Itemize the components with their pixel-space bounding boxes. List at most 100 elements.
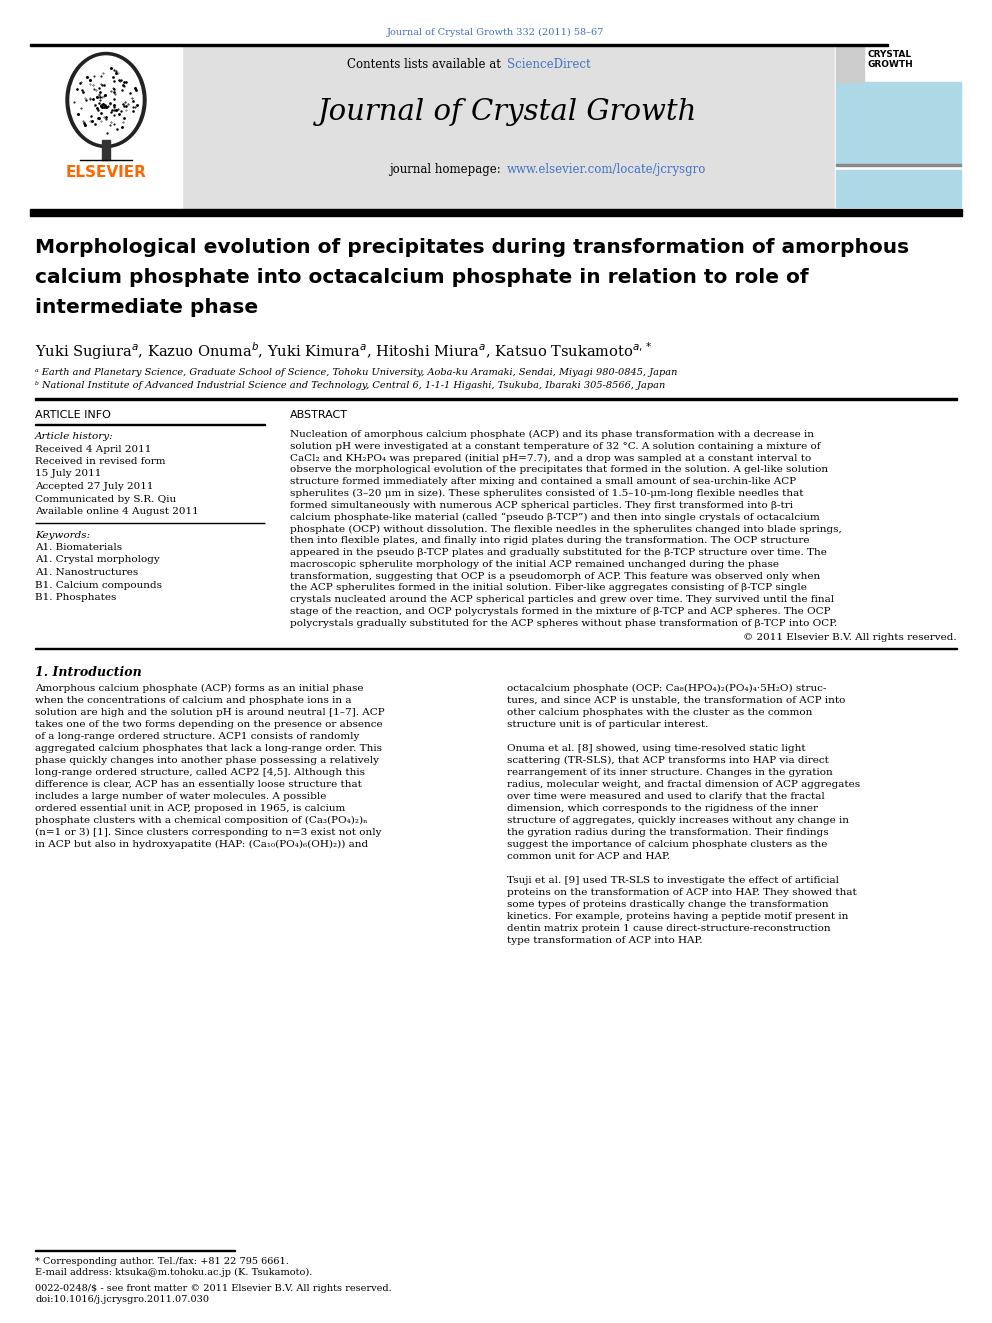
Bar [35, 398, 957, 400]
Text: then into flexible plates, and finally into rigid plates during the transformati: then into flexible plates, and finally i… [290, 536, 809, 545]
Bar [30, 46, 182, 209]
Text: spherulites (3–20 μm in size). These spherulites consisted of 1.5–10-μm-long fle: spherulites (3–20 μm in size). These sph… [290, 490, 804, 499]
Text: Received 4 April 2011: Received 4 April 2011 [35, 445, 152, 454]
Text: B1. Phosphates: B1. Phosphates [35, 593, 116, 602]
Text: (n=1 or 3) [1]. Since clusters corresponding to n=3 exist not only: (n=1 or 3) [1]. Since clusters correspon… [35, 828, 382, 836]
Bar [30, 209, 962, 216]
Text: Onuma et al. [8] showed, using time-resolved static light: Onuma et al. [8] showed, using time-reso… [507, 744, 806, 753]
Text: Journal of Crystal Growth: Journal of Crystal Growth [318, 98, 697, 126]
Text: octacalcium phosphate (OCP: Ca₈(HPO₄)₂(PO₄)₄·5H₂O) struc-: octacalcium phosphate (OCP: Ca₈(HPO₄)₂(P… [507, 684, 826, 693]
Text: phase quickly changes into another phase possessing a relatively: phase quickly changes into another phase… [35, 755, 379, 765]
Text: doi:10.1016/j.jcrysgro.2011.07.030: doi:10.1016/j.jcrysgro.2011.07.030 [35, 1295, 209, 1304]
Text: rearrangement of its inner structure. Changes in the gyration: rearrangement of its inner structure. Ch… [507, 767, 832, 777]
Text: in ACP but also in hydroxyapatite (HAP: (Ca₁₀(PO₄)₆(OH)₂)) and: in ACP but also in hydroxyapatite (HAP: … [35, 840, 368, 849]
Text: A1. Crystal morphology: A1. Crystal morphology [35, 556, 160, 565]
Text: long-range ordered structure, called ACP2 [4,5]. Although this: long-range ordered structure, called ACP… [35, 767, 365, 777]
Text: the gyration radius during the transformation. Their findings: the gyration radius during the transform… [507, 828, 828, 836]
Text: ordered essential unit in ACP, proposed in 1965, is calcium: ordered essential unit in ACP, proposed … [35, 803, 345, 812]
Text: E-mail address: ktsuka@m.tohoku.ac.jp (K. Tsukamoto).: E-mail address: ktsuka@m.tohoku.ac.jp (K… [35, 1267, 312, 1277]
Text: Journal of Crystal Growth 332 (2011) 58–67: Journal of Crystal Growth 332 (2011) 58–… [387, 28, 605, 37]
Text: structure formed immediately after mixing and contained a small amount of sea-ur: structure formed immediately after mixin… [290, 478, 797, 486]
Text: transformation, suggesting that OCP is a pseudomorph of ACP. This feature was ob: transformation, suggesting that OCP is a… [290, 572, 820, 581]
Text: Received in revised form: Received in revised form [35, 456, 166, 466]
Text: Contents lists available at: Contents lists available at [347, 58, 505, 71]
Text: www.elsevier.com/locate/jcrysgro: www.elsevier.com/locate/jcrysgro [507, 163, 706, 176]
Text: CaCl₂ and KH₂PO₄ was prepared (initial pH=7.7), and a drop was sampled at a cons: CaCl₂ and KH₂PO₄ was prepared (initial p… [290, 454, 811, 463]
Text: Morphological evolution of precipitates during transformation of amorphous: Morphological evolution of precipitates … [35, 238, 909, 257]
Ellipse shape [66, 53, 146, 147]
Bar [836, 82, 961, 164]
Text: dentin matrix protein 1 cause direct-structure-reconstruction: dentin matrix protein 1 cause direct-str… [507, 923, 830, 933]
Text: Article history:: Article history: [35, 433, 114, 441]
Text: © 2011 Elsevier B.V. All rights reserved.: © 2011 Elsevier B.V. All rights reserved… [743, 632, 957, 642]
Text: * Corresponding author. Tel./fax: +81 22 795 6661.: * Corresponding author. Tel./fax: +81 22… [35, 1257, 289, 1266]
Text: the ACP spherulites formed in the initial solution. Fiber-like aggregates consis: the ACP spherulites formed in the initia… [290, 583, 806, 593]
Text: radius, molecular weight, and fractal dimension of ACP aggregates: radius, molecular weight, and fractal di… [507, 779, 860, 789]
Text: 0022-0248/$ - see front matter © 2011 Elsevier B.V. All rights reserved.: 0022-0248/$ - see front matter © 2011 El… [35, 1285, 392, 1293]
Text: Tsuji et al. [9] used TR-SLS to investigate the effect of artificial: Tsuji et al. [9] used TR-SLS to investig… [507, 876, 839, 885]
Text: A1. Biomaterials: A1. Biomaterials [35, 542, 122, 552]
Text: of a long-range ordered structure. ACP1 consists of randomly: of a long-range ordered structure. ACP1 … [35, 732, 359, 741]
Text: GROWTH: GROWTH [867, 60, 913, 69]
Text: B1. Calcium compounds: B1. Calcium compounds [35, 581, 162, 590]
Text: crystals nucleated around the ACP spherical particles and grew over time. They s: crystals nucleated around the ACP spheri… [290, 595, 834, 605]
Text: Keywords:: Keywords: [35, 531, 90, 540]
Text: takes one of the two forms depending on the presence or absence: takes one of the two forms depending on … [35, 720, 383, 729]
Bar [835, 46, 962, 209]
Text: Yuki Sugiura$^a$, Kazuo Onuma$^b$, Yuki Kimura$^a$, Hitoshi Miura$^a$, Katsuo Ts: Yuki Sugiura$^a$, Kazuo Onuma$^b$, Yuki … [35, 340, 653, 361]
Bar [836, 48, 864, 82]
Text: Accepted 27 July 2011: Accepted 27 July 2011 [35, 482, 154, 491]
Text: structure unit is of particular interest.: structure unit is of particular interest… [507, 720, 708, 729]
Text: intermediate phase: intermediate phase [35, 298, 258, 318]
Text: A1. Nanostructures: A1. Nanostructures [35, 568, 138, 577]
Text: 1. Introduction: 1. Introduction [35, 665, 142, 679]
Text: difference is clear, ACP has an essentially loose structure that: difference is clear, ACP has an essentia… [35, 779, 362, 789]
Text: calcium phosphate into octacalcium phosphate in relation to role of: calcium phosphate into octacalcium phosp… [35, 269, 808, 287]
Text: Nucleation of amorphous calcium phosphate (ACP) and its phase transformation wit: Nucleation of amorphous calcium phosphat… [290, 430, 814, 439]
Text: formed simultaneously with numerous ACP spherical particles. They first transfor: formed simultaneously with numerous ACP … [290, 501, 793, 509]
Text: ᵇ National Institute of Advanced Industrial Science and Technology, Central 6, 1: ᵇ National Institute of Advanced Industr… [35, 381, 666, 390]
Text: calcium phosphate-like material (called “pseudo β-TCP”) and then into single cry: calcium phosphate-like material (called … [290, 512, 819, 523]
Text: CRYSTAL: CRYSTAL [868, 50, 912, 60]
Bar [30, 44, 888, 46]
Text: solution are high and the solution pH is around neutral [1–7]. ACP: solution are high and the solution pH is… [35, 708, 385, 717]
Text: over time were measured and used to clarify that the fractal: over time were measured and used to clar… [507, 791, 824, 800]
Text: solution pH were investigated at a constant temperature of 32 °C. A solution con: solution pH were investigated at a const… [290, 442, 820, 451]
Text: type transformation of ACP into HAP.: type transformation of ACP into HAP. [507, 935, 702, 945]
Text: Communicated by S.R. Qiu: Communicated by S.R. Qiu [35, 495, 177, 504]
Text: includes a large number of water molecules. A possible: includes a large number of water molecul… [35, 791, 326, 800]
Text: phosphate clusters with a chemical composition of (Ca₃(PO₄)₂)ₙ: phosphate clusters with a chemical compo… [35, 815, 367, 824]
Text: phosphate (OCP) without dissolution. The flexible needles in the spherulites cha: phosphate (OCP) without dissolution. The… [290, 524, 842, 533]
Bar [836, 169, 961, 206]
Text: appeared in the pseudo β-TCP plates and gradually substituted for the β-TCP stru: appeared in the pseudo β-TCP plates and … [290, 548, 827, 557]
Bar [182, 46, 835, 209]
Text: 15 July 2011: 15 July 2011 [35, 470, 101, 479]
Text: macroscopic spherulite morphology of the initial ACP remained unchanged during t: macroscopic spherulite morphology of the… [290, 560, 779, 569]
Text: ScienceDirect: ScienceDirect [507, 58, 590, 71]
Text: other calcium phosphates with the cluster as the common: other calcium phosphates with the cluste… [507, 708, 812, 717]
Text: ARTICLE INFO: ARTICLE INFO [35, 410, 111, 419]
Text: stage of the reaction, and OCP polycrystals formed in the mixture of β-TCP and A: stage of the reaction, and OCP polycryst… [290, 607, 830, 617]
Bar [102, 140, 110, 160]
Text: Amorphous calcium phosphate (ACP) forms as an initial phase: Amorphous calcium phosphate (ACP) forms … [35, 684, 363, 693]
Text: polycrystals gradually substituted for the ACP spheres without phase transformat: polycrystals gradually substituted for t… [290, 619, 837, 628]
Text: dimension, which corresponds to the rigidness of the inner: dimension, which corresponds to the rigi… [507, 803, 818, 812]
Text: suggest the importance of calcium phosphate clusters as the: suggest the importance of calcium phosph… [507, 840, 827, 848]
Text: ABSTRACT: ABSTRACT [290, 410, 348, 419]
Text: common unit for ACP and HAP.: common unit for ACP and HAP. [507, 852, 670, 860]
Text: aggregated calcium phosphates that lack a long-range order. This: aggregated calcium phosphates that lack … [35, 744, 382, 753]
Text: scattering (TR-SLS), that ACP transforms into HAP via direct: scattering (TR-SLS), that ACP transforms… [507, 755, 829, 765]
Text: proteins on the transformation of ACP into HAP. They showed that: proteins on the transformation of ACP in… [507, 888, 857, 897]
Text: journal homepage:: journal homepage: [390, 163, 505, 176]
Text: ᵃ Earth and Planetary Science, Graduate School of Science, Tohoku University, Ao: ᵃ Earth and Planetary Science, Graduate … [35, 368, 678, 377]
Bar [836, 48, 961, 82]
Text: kinetics. For example, proteins having a peptide motif present in: kinetics. For example, proteins having a… [507, 912, 848, 921]
Text: when the concentrations of calcium and phosphate ions in a: when the concentrations of calcium and p… [35, 696, 351, 705]
Ellipse shape [70, 56, 142, 144]
Text: ELSEVIER: ELSEVIER [65, 165, 147, 180]
Text: Available online 4 August 2011: Available online 4 August 2011 [35, 507, 198, 516]
Bar [836, 164, 961, 165]
Text: tures, and since ACP is unstable, the transformation of ACP into: tures, and since ACP is unstable, the tr… [507, 696, 845, 705]
Bar [35, 647, 957, 650]
Text: some types of proteins drastically change the transformation: some types of proteins drastically chang… [507, 900, 828, 909]
